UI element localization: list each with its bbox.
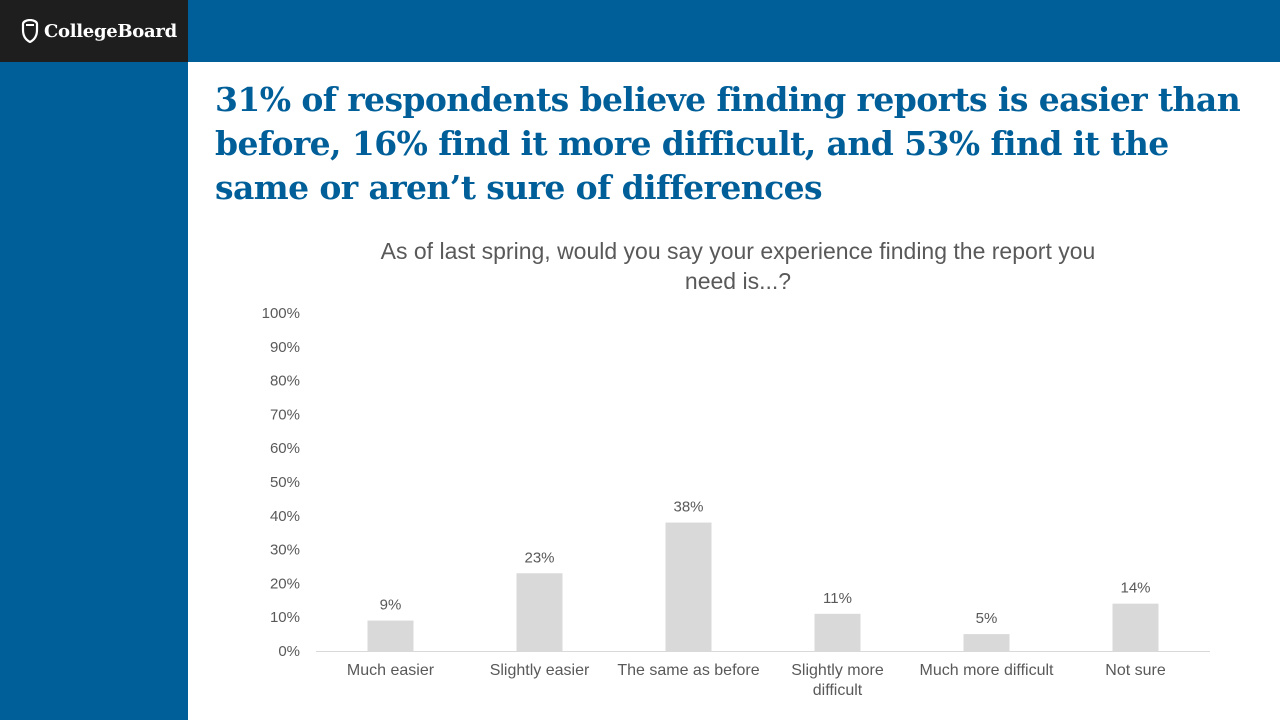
x-tick-label: Not sure bbox=[1105, 662, 1166, 679]
y-tick-label: 40% bbox=[270, 508, 300, 525]
top-banner bbox=[0, 0, 1280, 62]
y-tick-label: 70% bbox=[270, 406, 300, 423]
x-tick-label: Much more difficult bbox=[920, 662, 1055, 679]
x-tick-label: Slightly more bbox=[791, 662, 884, 679]
y-tick-label: 20% bbox=[270, 575, 300, 592]
x-tick-label: Much easier bbox=[347, 662, 435, 679]
bar bbox=[516, 573, 563, 651]
data-label: 5% bbox=[976, 610, 998, 627]
y-tick-label: 80% bbox=[270, 373, 300, 390]
college-board-logo[interactable]: CollegeBoard bbox=[0, 0, 188, 62]
bar bbox=[665, 522, 712, 651]
y-tick-label: 0% bbox=[278, 643, 300, 660]
y-tick-label: 10% bbox=[270, 609, 300, 626]
x-tick-label: The same as before bbox=[617, 662, 759, 679]
data-label: 14% bbox=[1120, 580, 1150, 597]
y-tick-label: 30% bbox=[270, 542, 300, 559]
x-tick-label: Slightly easier bbox=[490, 662, 590, 679]
bar bbox=[367, 620, 414, 651]
headline: 31% of respondents believe finding repor… bbox=[215, 80, 1241, 207]
bar bbox=[963, 634, 1010, 651]
y-tick-label: 100% bbox=[262, 305, 300, 322]
y-tick-label: 60% bbox=[270, 440, 300, 457]
y-tick-label: 90% bbox=[270, 339, 300, 356]
bar bbox=[1112, 603, 1159, 651]
bar bbox=[814, 613, 861, 651]
data-label: 9% bbox=[380, 597, 402, 614]
x-tick-label: difficult bbox=[813, 682, 863, 699]
data-label: 11% bbox=[823, 590, 852, 607]
data-label: 38% bbox=[673, 499, 703, 516]
side-banner bbox=[0, 62, 188, 720]
y-tick-label: 50% bbox=[270, 474, 300, 491]
acorn-shield-icon bbox=[21, 19, 39, 43]
logo-text: CollegeBoard bbox=[44, 20, 177, 42]
data-label: 23% bbox=[524, 549, 554, 566]
chart-title: As of last spring, would you say your ex… bbox=[380, 238, 1096, 294]
